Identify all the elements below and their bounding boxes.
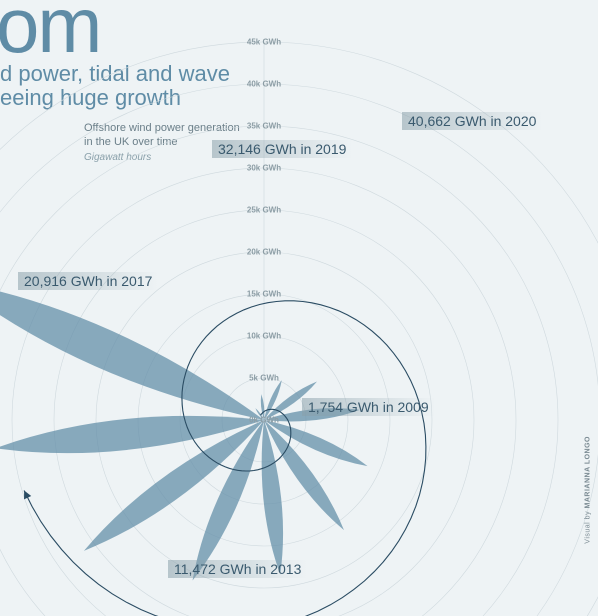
- axis-tick-label: 5k GWh: [249, 374, 279, 383]
- axis-tick-label: 20k GWh: [247, 248, 281, 257]
- axis-tick-label: 25k GWh: [247, 206, 281, 215]
- callout-label: 20,916 GWh in 2017: [18, 272, 158, 290]
- credit-name: MARIANNA LONGO: [585, 436, 592, 508]
- axis-tick-label: 15k GWh: [247, 290, 281, 299]
- petal: [0, 281, 264, 420]
- axis-tick-label: 10k GWh: [247, 332, 281, 341]
- credit-line: Visual by MARIANNA LONGO: [585, 436, 592, 544]
- callout-label: 1,754 GWh in 2009: [302, 398, 435, 416]
- polar-chart: [0, 0, 598, 616]
- callout-label: 11,472 GWh in 2013: [168, 560, 307, 578]
- axis-tick-label: 45k GWh: [247, 38, 281, 47]
- axis-tick-label: 30k GWh: [247, 164, 281, 173]
- callout-label: 32,146 GWh in 2019: [212, 140, 352, 158]
- callout-label: 40,662 GWh in 2020: [402, 112, 542, 130]
- credit-prefix: Visual by: [585, 508, 592, 543]
- axis-tick-label: 35k GWh: [247, 122, 281, 131]
- axis-tick-label: 40k GWh: [247, 80, 281, 89]
- axis-tick-label: 0k GWh: [249, 416, 279, 425]
